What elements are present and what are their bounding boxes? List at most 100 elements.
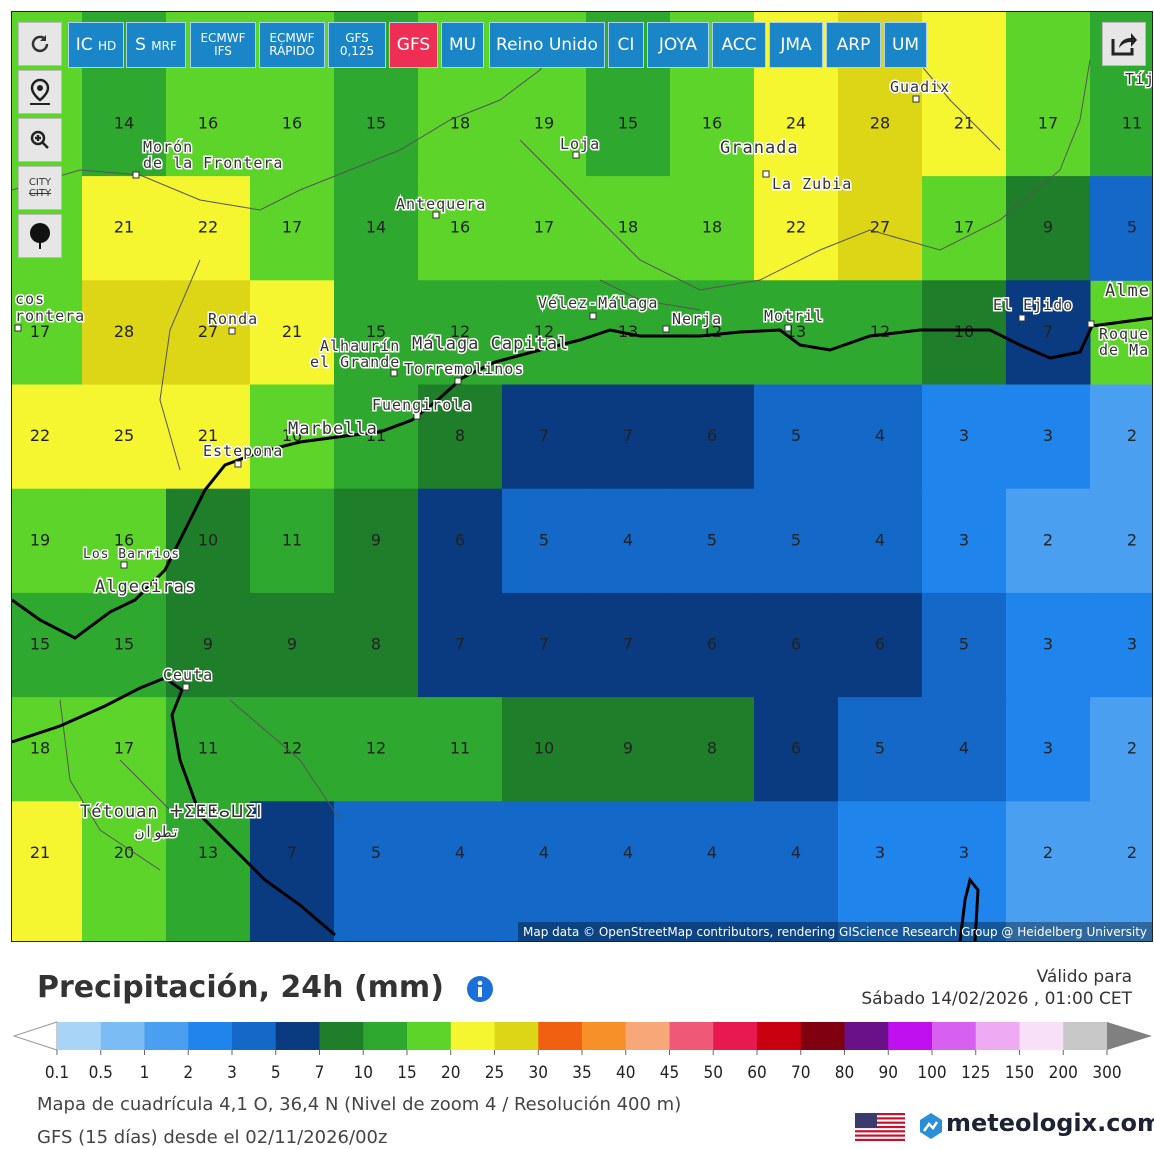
place-label: Guadix (890, 78, 950, 96)
grid-value: 3 (1127, 635, 1137, 654)
precip-cell (418, 488, 503, 594)
button-label: 0,125 (339, 44, 375, 58)
model-button[interactable]: ARP (826, 22, 881, 68)
share-button[interactable] (1102, 22, 1146, 66)
legend-label: 70 (791, 1063, 810, 1083)
grid-value: 4 (791, 843, 801, 862)
button-row: ACC (721, 35, 756, 55)
legend-label: 3 (227, 1063, 237, 1083)
model-button[interactable]: UM (884, 22, 927, 68)
attribution-text: Map data © OpenStreetMap contributors, r… (523, 925, 1147, 939)
precip-cell (1090, 801, 1152, 942)
legend-label: 100 (917, 1063, 946, 1083)
precip-cell (754, 176, 839, 281)
model-button[interactable]: CI (608, 22, 644, 68)
grid-value: 11 (450, 739, 470, 758)
city-label: CITY (28, 177, 52, 188)
legend-swatch (363, 1022, 408, 1050)
model-button[interactable]: JMA (769, 22, 823, 68)
grid-value: 7 (539, 426, 549, 445)
grid-value: 17 (282, 218, 302, 237)
grid-value: 21 (114, 218, 134, 237)
precip-cell (922, 12, 1007, 177)
precip-cell (418, 384, 503, 490)
legend-label: 45 (660, 1063, 679, 1083)
precip-cell (166, 592, 251, 698)
legend-swatch (975, 1022, 1020, 1050)
place-label: Algeciras (95, 577, 196, 597)
legend-label: 90 (879, 1063, 898, 1083)
grid-value: 28 (114, 322, 134, 341)
model-button[interactable]: JOYA (647, 22, 709, 68)
model-button[interactable]: ECMWF IFS (190, 22, 256, 68)
precip-cell (334, 176, 419, 281)
precip-cell (1006, 176, 1091, 281)
precip-cell (754, 592, 839, 698)
legend-swatch (932, 1022, 977, 1050)
grid-value: 8 (455, 426, 465, 445)
grid-value: 21 (954, 114, 974, 133)
button-label: JMA (780, 35, 812, 55)
precip-cell (12, 801, 83, 942)
marker-button[interactable] (18, 214, 62, 258)
place-label: Marbella (288, 419, 378, 439)
grid-value: 5 (707, 530, 717, 549)
location-button[interactable] (18, 70, 62, 114)
grid-value: 3 (875, 843, 885, 862)
grid-value: 4 (623, 530, 633, 549)
button-label: CI (617, 35, 635, 55)
refresh-button[interactable] (18, 22, 62, 66)
info-icon[interactable] (466, 975, 494, 1003)
precip-cell (754, 488, 839, 594)
grid-value: 8 (707, 739, 717, 758)
zoom-button[interactable] (18, 118, 62, 162)
legend-label: 200 (1049, 1063, 1078, 1083)
legend-label: 50 (704, 1063, 723, 1083)
model-button[interactable]: MU (441, 22, 484, 68)
grid-value: 3 (1043, 739, 1053, 758)
legend-label: 10 (354, 1063, 373, 1083)
grid-value: 17 (534, 218, 554, 237)
grid-value: 15 (366, 322, 386, 341)
city-toggle[interactable]: CITY CITY (18, 166, 62, 210)
precip-cell (250, 801, 335, 942)
model-button[interactable]: S MRF (126, 22, 186, 68)
precip-cell (418, 592, 503, 698)
grid-value: 19 (534, 114, 554, 133)
grid-value: 16 (114, 530, 134, 549)
grid-value: 15 (618, 114, 638, 133)
legend: 0.1 0.5 1 2 3 5 7 10 15 20 25 30 35 40 45 50 60 70 80 90 100… (12, 1021, 1152, 1083)
grid-value: 27 (870, 218, 890, 237)
precip-cell (250, 280, 335, 385)
model-button[interactable]: ECMWF RÁPIDO (259, 22, 325, 68)
model-button[interactable]: ACC (712, 22, 766, 68)
button-label: Reino Unido (496, 35, 598, 55)
precip-cell (670, 176, 755, 281)
legend-label: 150 (1005, 1063, 1034, 1083)
precip-cell (1090, 384, 1152, 490)
model-button[interactable]: Reino Unido (489, 22, 605, 68)
precip-cell (838, 176, 923, 281)
grid-value: 6 (707, 635, 717, 654)
precip-cell (250, 592, 335, 698)
legend-swatch (1063, 1022, 1108, 1050)
precip-cell (1090, 488, 1152, 594)
flag-icon[interactable] (855, 1113, 905, 1141)
grid-value: 5 (371, 843, 381, 862)
model-button[interactable]: GFS (389, 22, 438, 68)
grid-value: 12 (366, 739, 386, 758)
grid-value: 4 (875, 426, 885, 445)
grid-value: 16 (198, 114, 218, 133)
model-button[interactable]: GFS 0,125 (328, 22, 386, 68)
precip-cell (12, 697, 83, 802)
valid-date: Sábado 14/02/2026 , 01:00 CET (861, 989, 1132, 1009)
precip-cell (82, 280, 167, 385)
precip-cell (166, 384, 251, 490)
model-button[interactable]: IC HD (68, 22, 124, 68)
precip-cell (1006, 280, 1091, 385)
precip-cell (334, 488, 419, 594)
precip-cell (334, 592, 419, 698)
legend-swatch (582, 1022, 627, 1050)
button-label: MU (448, 35, 477, 55)
grid-value: 3 (1043, 426, 1053, 445)
